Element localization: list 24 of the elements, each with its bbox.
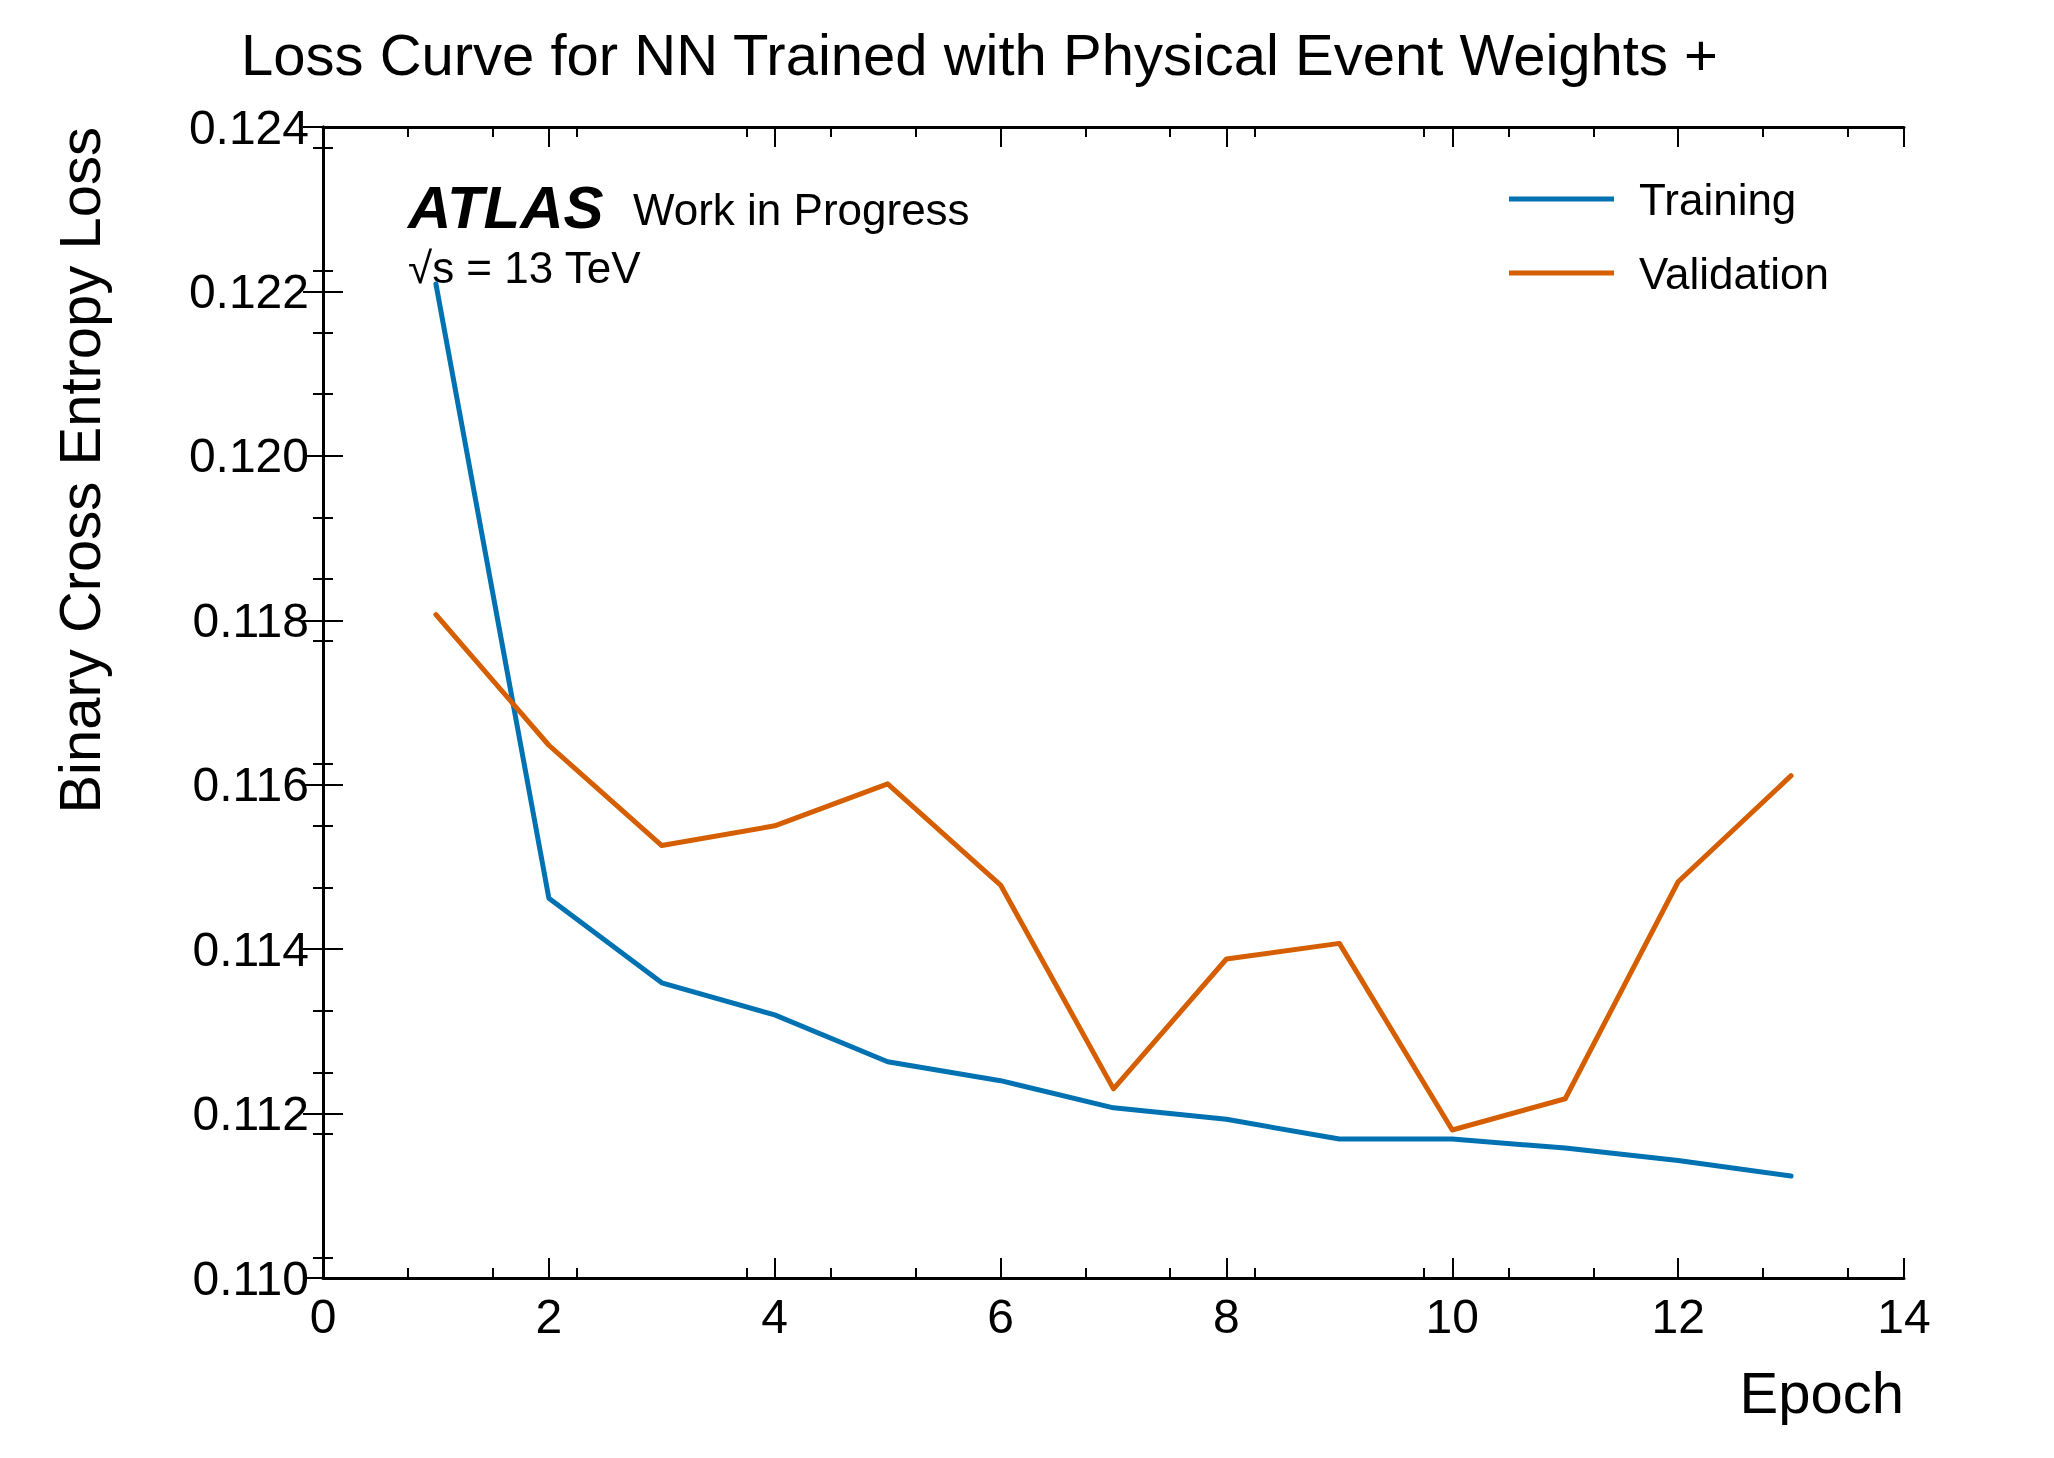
- y-tick-label: 0.110: [192, 1251, 309, 1305]
- x-axis-title: Epoch: [1739, 1359, 1904, 1425]
- x-tick-label: 8: [1213, 1289, 1240, 1343]
- x-tick-label: 6: [987, 1289, 1014, 1343]
- annotation: √s = 13 TeV: [408, 242, 642, 292]
- x-tick-label: 12: [1651, 1289, 1705, 1343]
- x-tick-label: 0: [309, 1289, 337, 1343]
- y-tick-label: 0.124: [188, 100, 309, 154]
- legend-label: Validation: [1639, 248, 1830, 298]
- legend-label: Training: [1639, 174, 1797, 224]
- x-tick-label: 4: [761, 1289, 789, 1343]
- y-tick-label: 0.122: [188, 264, 309, 318]
- y-tick-label: 0.112: [192, 1087, 309, 1141]
- x-tick-label: 10: [1425, 1289, 1479, 1343]
- y-tick-label: 0.114: [192, 922, 309, 976]
- x-tick-label: 14: [1877, 1289, 1931, 1343]
- y-tick-label: 0.116: [192, 758, 309, 812]
- annotation: Work in Progress: [633, 184, 970, 234]
- chart-title: Loss Curve for NN Trained with Physical Event Weights +: [241, 21, 1718, 87]
- annotation: ATLAS: [406, 173, 604, 241]
- y-tick-label: 0.120: [188, 429, 309, 483]
- y-axis-title: Binary Cross Entropy Loss: [46, 127, 112, 814]
- x-tick-label: 2: [535, 1289, 563, 1343]
- y-tick-label: 0.118: [192, 593, 309, 647]
